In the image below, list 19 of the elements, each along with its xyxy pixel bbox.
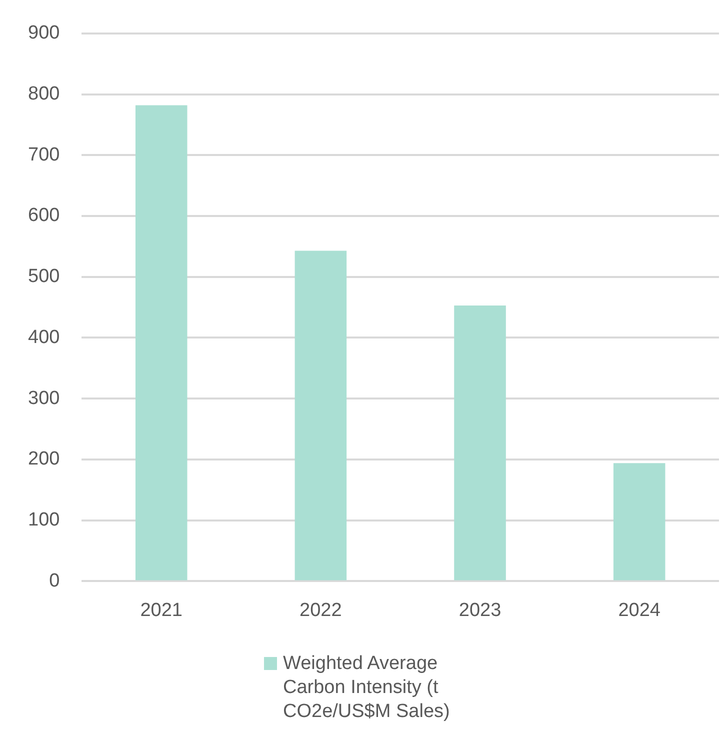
x-tick-label: 2023 [458,600,502,621]
y-tick-label: 0 [49,570,60,592]
y-tick-label: 200 [28,448,60,470]
x-tick-label: 2022 [300,600,342,621]
y-tick-label: 700 [28,144,60,166]
bar [613,463,666,580]
y-tick-label: 800 [28,84,60,104]
y-tick-label: 600 [28,205,60,226]
y-tick-label: 400 [28,326,60,348]
bar [454,305,506,580]
y-tick-label: 900 [28,22,60,44]
bar [135,105,188,580]
y-tick-label: 500 [28,266,60,288]
legend-label: Weighted Average Carbon Intensity (t CO2e/US$M Sales) [283,652,451,724]
x-tick-label: 2021 [140,600,183,621]
y-tick-label: 300 [28,388,60,409]
bar [294,250,347,580]
y-tick-label: 100 [28,510,60,531]
x-tick-label: 2024 [618,600,661,621]
